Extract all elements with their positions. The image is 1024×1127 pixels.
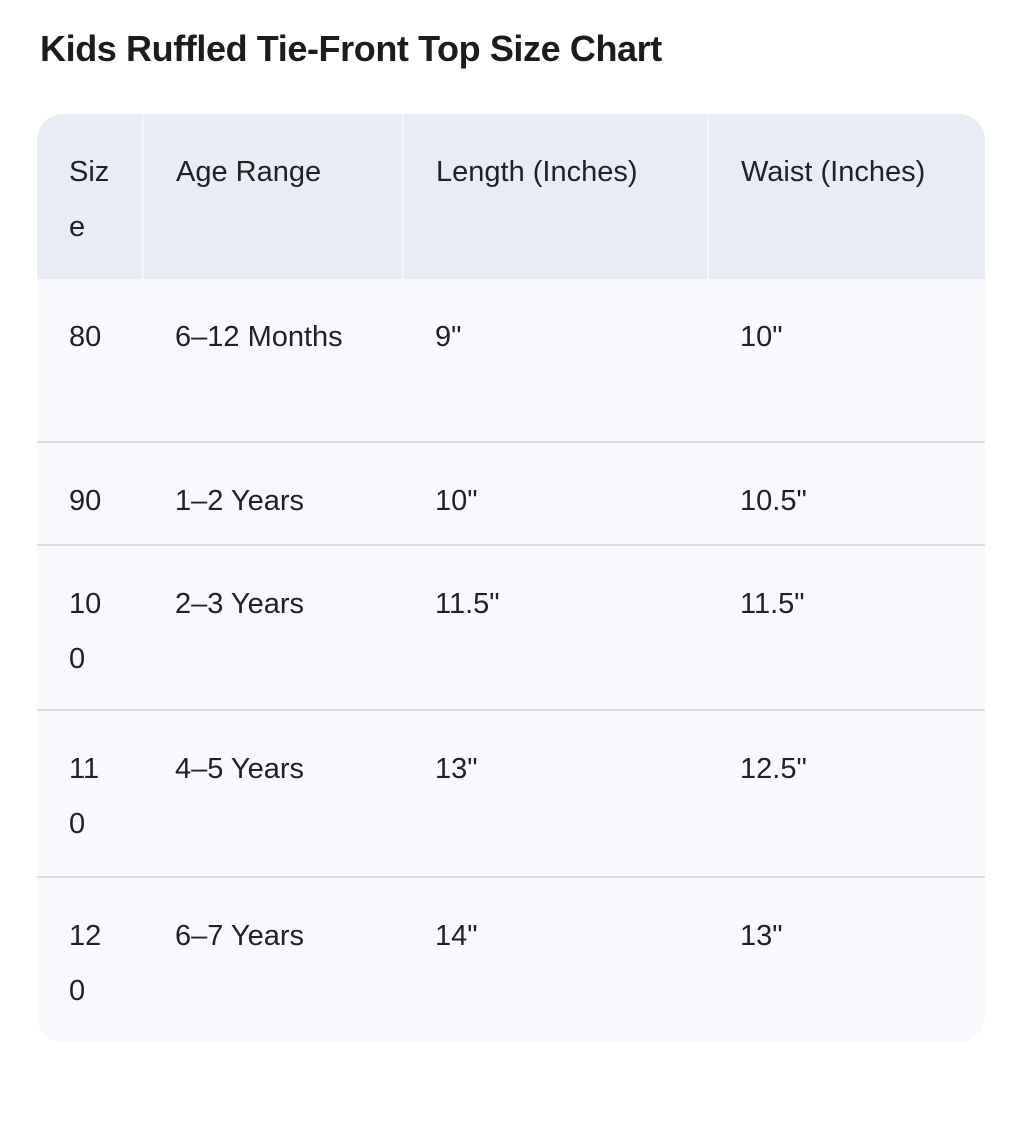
- cell-age: 6–7 Years: [143, 876, 403, 1042]
- table-row: 80 6–12 Months 9" 10": [37, 279, 985, 442]
- table-row: 120 6–7 Years 14" 13": [37, 876, 985, 1042]
- table-row: 90 1–2 Years 10" 10.5": [37, 441, 985, 545]
- cell-waist: 13": [708, 876, 985, 1042]
- cell-length: 10": [403, 441, 708, 545]
- cell-length: 11.5": [403, 544, 708, 710]
- page: Kids Ruffled Tie-Front Top Size Chart Si…: [0, 26, 1024, 1042]
- column-header-size: Size: [37, 114, 143, 279]
- table-row: 100 2–3 Years 11.5" 11.5": [37, 544, 985, 710]
- page-title: Kids Ruffled Tie-Front Top Size Chart: [40, 28, 662, 69]
- cell-length: 14": [403, 876, 708, 1042]
- cell-size: 90: [37, 441, 143, 545]
- cell-age: 2–3 Years: [143, 544, 403, 710]
- cell-size: 100: [37, 544, 143, 710]
- cell-waist: 10": [708, 279, 985, 442]
- cell-size: 120: [37, 876, 143, 1042]
- cell-length: 13": [403, 709, 708, 877]
- column-header-length: Length (Inches): [402, 114, 708, 279]
- cell-age: 1–2 Years: [143, 441, 403, 545]
- size-chart-card: Size Age Range Length (Inches) Waist (In…: [37, 114, 985, 1042]
- table-row: 110 4–5 Years 13" 12.5": [37, 709, 985, 877]
- cell-size: 110: [37, 709, 143, 877]
- cell-length: 9": [403, 279, 708, 442]
- cell-waist: 12.5": [708, 709, 985, 877]
- cell-waist: 11.5": [708, 544, 985, 710]
- cell-waist: 10.5": [708, 441, 985, 545]
- size-chart-table: Size Age Range Length (Inches) Waist (In…: [37, 114, 985, 1042]
- column-header-waist: Waist (Inches): [707, 114, 985, 279]
- cell-age: 4–5 Years: [143, 709, 403, 877]
- column-header-age: Age Range: [142, 114, 403, 279]
- cell-age: 6–12 Months: [143, 279, 403, 442]
- cell-size: 80: [37, 279, 143, 442]
- header-row: Size Age Range Length (Inches) Waist (In…: [37, 114, 985, 279]
